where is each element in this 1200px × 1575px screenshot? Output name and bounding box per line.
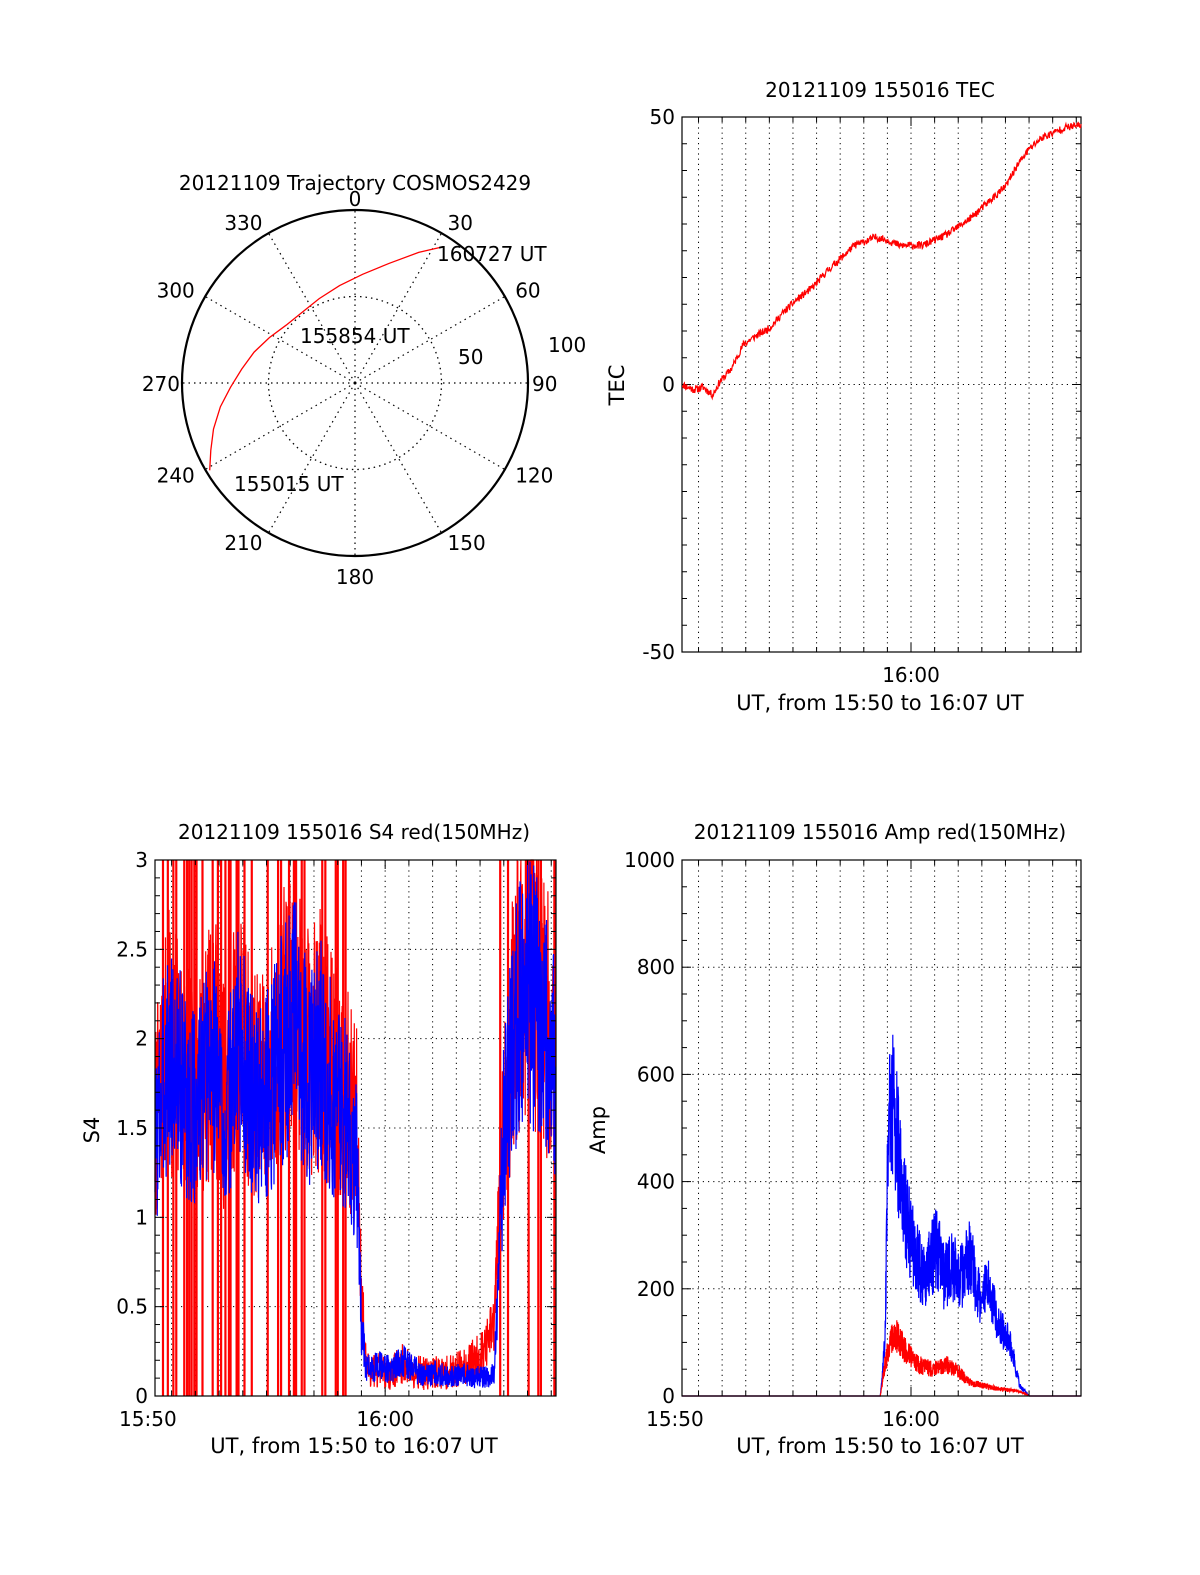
s4-xtick-label: 15:50 (119, 1407, 177, 1431)
tec-ytick-label: 0 (662, 373, 675, 397)
trajectory-mid-label: 155854 UT (300, 324, 410, 348)
trajectory-start-label: 155015 UT (234, 472, 344, 496)
polar-angle-label-30: 30 (448, 211, 473, 235)
amp-panel: 20121109 155016 Amp red(150MHz) 0 200 400 6… (586, 820, 1082, 1458)
s4-title: 20121109 155016 S4 red(150MHz) (178, 820, 530, 844)
s4-ticks: 0 0.5 1 1.5 2 2.5 3 15:50 16:00 (116, 848, 556, 1431)
polar-angle-label-300: 300 (157, 279, 195, 303)
polar-angle-label-180: 180 (336, 565, 374, 589)
polar-angle-label-270: 270 (142, 372, 180, 396)
polar-angle-label-240: 240 (157, 464, 195, 488)
polar-ring-label-100: 100 (548, 333, 586, 357)
amp-frame (681, 859, 1082, 1397)
trajectory-track (209, 245, 444, 471)
polar-angle-labels: 0 30 60 90 120 150 180 210 240 270 300 330 (142, 187, 558, 589)
polar-spoke-300 (204, 295, 356, 384)
s4-xtick-label: 16:00 (356, 1407, 414, 1431)
s4-ytick-label: 0.5 (116, 1295, 148, 1319)
polar-ring-label-50: 50 (458, 345, 483, 369)
amp-ytick-label: 1000 (624, 848, 675, 872)
tec-ytick-label: -50 (642, 640, 675, 664)
amp-xlabel: UT, from 15:50 to 16:07 UT (736, 1434, 1024, 1458)
tec-xlabel: UT, from 15:50 to 16:07 UT (736, 691, 1024, 715)
polar-spoke-150 (354, 382, 443, 534)
polar-spoke-240 (204, 382, 356, 471)
s4-xlabel: UT, from 15:50 to 16:07 UT (210, 1434, 498, 1458)
amp-ytick-label: 600 (637, 1062, 675, 1086)
trajectory-end-label: 160727 UT (437, 242, 547, 266)
polar-angle-label-330: 330 (224, 211, 262, 235)
s4-ytick-label: 2.5 (116, 937, 148, 961)
amp-xtick-label: 16:00 (882, 1407, 940, 1431)
polar-spoke-30 (354, 232, 443, 384)
tec-xtick-label: 16:00 (882, 663, 940, 687)
polar-spoke-120 (354, 382, 506, 471)
tec-ticks: 50 0 -50 16:00 (642, 105, 1081, 687)
amp-blue-series (682, 1034, 1081, 1397)
s4-ytick-label: 3 (135, 848, 148, 872)
s4-blue-series (154, 859, 557, 1389)
polar-angle-label-60: 60 (515, 279, 540, 303)
polar-panel: 20121109 Trajectory COSMOS2429 0 30 60 90 12… (142, 171, 586, 589)
polar-title: 20121109 Trajectory COSMOS2429 (179, 171, 531, 195)
polar-outer-circle (180, 208, 530, 558)
amp-ticks: 0 200 400 600 800 1000 15:50 16:00 (624, 848, 1081, 1431)
s4-ytick-label: 0 (135, 1384, 148, 1408)
amp-ytick-label: 200 (637, 1277, 675, 1301)
tec-series-line (682, 121, 1082, 401)
amp-ytick-label: 400 (637, 1170, 675, 1194)
tec-title: 20121109 155016 TEC (765, 78, 995, 102)
polar-ring-50 (267, 295, 443, 471)
s4-panel: 20121109 155016 S4 red(150MHz) 0 0.5 1 1.5 2… (80, 820, 557, 1458)
s4-ytick-label: 2 (135, 1027, 148, 1051)
polar-angle-label-210: 210 (224, 531, 262, 555)
s4-ylabel: S4 (80, 1117, 104, 1144)
tec-ylabel: TEC (605, 365, 629, 407)
polar-angle-label-120: 120 (515, 464, 553, 488)
polar-grid (182, 210, 528, 556)
polar-angle-label-0: 0 (349, 187, 362, 211)
polar-spoke-210 (267, 382, 356, 534)
polar-angle-label-150: 150 (448, 531, 486, 555)
polar-angle-label-90: 90 (532, 372, 557, 396)
s4-ytick-label: 1.5 (116, 1116, 148, 1140)
amp-ytick-label: 0 (662, 1384, 675, 1408)
amp-xtick-label: 15:50 (646, 1407, 704, 1431)
amp-ylabel: Amp (586, 1106, 610, 1154)
amp-ytick-label: 800 (637, 955, 675, 979)
s4-ytick-label: 1 (135, 1205, 148, 1229)
tec-grid (682, 117, 1081, 652)
amp-grid (682, 860, 1081, 1396)
tec-ytick-label: 50 (650, 105, 675, 129)
polar-spoke-60 (354, 295, 506, 384)
polar-spoke-330 (267, 232, 356, 384)
amp-title: 20121109 155016 Amp red(150MHz) (694, 820, 1066, 844)
tec-panel: 20121109 155016 TEC 50 0 -50 16:00 TEC UT, … (605, 78, 1082, 715)
